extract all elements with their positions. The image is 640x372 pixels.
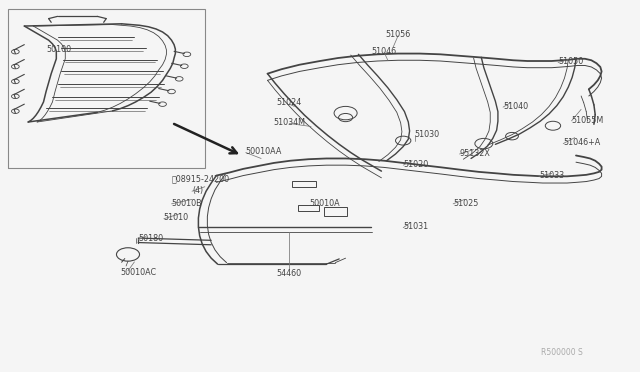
Text: 51033: 51033 bbox=[539, 171, 564, 180]
Bar bbox=[292, 181, 316, 187]
Text: 50010A: 50010A bbox=[310, 199, 340, 208]
Text: 50180: 50180 bbox=[138, 234, 163, 243]
Text: ⓜ08915-24200: ⓜ08915-24200 bbox=[172, 175, 230, 184]
Text: 51046: 51046 bbox=[371, 47, 397, 56]
Text: 50100: 50100 bbox=[46, 45, 71, 54]
Text: 51050: 51050 bbox=[558, 57, 583, 66]
Text: 51010: 51010 bbox=[164, 214, 189, 222]
Text: 51034M: 51034M bbox=[273, 118, 305, 126]
Text: 51030: 51030 bbox=[415, 130, 440, 139]
Text: 51056: 51056 bbox=[385, 31, 411, 39]
Text: 95132X: 95132X bbox=[460, 149, 490, 158]
Text: 50010B: 50010B bbox=[172, 199, 202, 208]
Text: 50010AA: 50010AA bbox=[246, 147, 282, 156]
Text: 51046+A: 51046+A bbox=[563, 138, 600, 147]
Text: (4): (4) bbox=[192, 186, 203, 195]
Bar bbox=[324, 207, 347, 216]
Text: R500000 S: R500000 S bbox=[541, 348, 582, 357]
Text: 50010AC: 50010AC bbox=[120, 268, 156, 277]
Text: 51020: 51020 bbox=[403, 160, 428, 169]
Text: 51055M: 51055M bbox=[572, 116, 604, 125]
Text: 51025: 51025 bbox=[453, 199, 479, 208]
Bar bbox=[8, 9, 205, 168]
Text: 51040: 51040 bbox=[503, 102, 528, 111]
Text: 51024: 51024 bbox=[276, 98, 302, 107]
Text: 51031: 51031 bbox=[403, 222, 428, 231]
Bar bbox=[298, 205, 319, 211]
Text: 54460: 54460 bbox=[276, 269, 302, 278]
